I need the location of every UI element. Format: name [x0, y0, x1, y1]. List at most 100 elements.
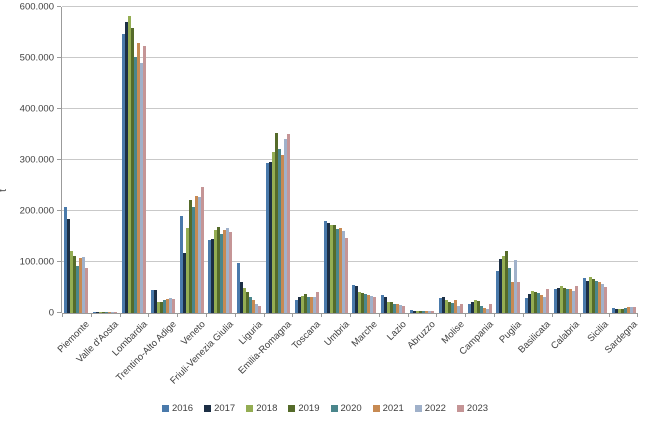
- legend-item-2017: 2017: [204, 403, 235, 414]
- bar-marche-2018: [358, 292, 362, 313]
- x-axis-tick: [523, 313, 524, 317]
- bar-sicilia-2021: [597, 282, 601, 313]
- bar-toscana-2020: [306, 297, 310, 313]
- y-tick-label: 200.000: [19, 205, 54, 217]
- bar-emilia-romagna-2022: [284, 139, 287, 313]
- bar-trentino-alto-adige-2022: [168, 298, 172, 313]
- bar-campania-2016: [467, 304, 471, 313]
- y-tick-label: 400.000: [19, 103, 54, 115]
- legend-swatch-icon: [330, 404, 338, 412]
- gridline: [62, 261, 638, 262]
- legend-label: 2016: [171, 402, 194, 414]
- bar-marche-2022: [370, 296, 374, 313]
- bar-marche-2017: [355, 286, 359, 313]
- x-axis-tick: [264, 313, 265, 317]
- bar-basilicata-2017: [528, 294, 532, 313]
- y-axis-tick: [57, 6, 61, 7]
- gridline: [62, 159, 638, 160]
- x-axis-tick: [206, 313, 207, 317]
- bar-sardegna-2021: [626, 307, 630, 313]
- legend-label: 2019: [298, 402, 320, 414]
- y-axis-title: t: [0, 189, 9, 192]
- bar-campania-2021: [482, 308, 486, 313]
- bar-campania-2019: [476, 301, 480, 313]
- bar-toscana-2016: [294, 300, 298, 313]
- bar-marche-2021: [367, 295, 371, 313]
- legend-label: 2021: [382, 402, 404, 414]
- legend-swatch-icon: [288, 404, 296, 412]
- bar-basilicata-2016: [525, 298, 529, 313]
- legend-swatch-icon: [204, 404, 212, 412]
- bar-liguria-2021: [252, 300, 256, 313]
- y-axis-tick: [57, 159, 61, 160]
- plot-area: [57, 6, 638, 317]
- bar-sardegna-2018: [617, 309, 621, 313]
- x-axis-tick: [235, 313, 236, 317]
- bar-sicilia-2022: [600, 284, 604, 313]
- legend-label: 2023: [466, 402, 489, 414]
- bar-friuli-venezia-giulia-2019: [217, 227, 221, 313]
- bar-friuli-venezia-giulia-2021: [223, 230, 227, 313]
- bar-puglia-2021: [511, 282, 515, 313]
- bar-sardegna-2017: [614, 309, 618, 313]
- bar-trentino-alto-adige-2023: [171, 299, 175, 313]
- x-axis-tick: [177, 313, 178, 317]
- bar-calabria-2023: [575, 286, 578, 313]
- bar-piemonte-2016: [64, 207, 68, 313]
- bar-puglia-2016: [496, 271, 500, 313]
- bar-friuli-venezia-giulia-2023: [229, 232, 233, 313]
- bar-lazio-2022: [399, 305, 403, 313]
- y-axis-tick: [57, 108, 61, 109]
- legend-item-2022: 2022: [414, 403, 446, 414]
- x-axis-tick: [465, 313, 466, 317]
- bar-molise-2020: [450, 303, 454, 313]
- bar-veneto-2018: [185, 228, 189, 313]
- bar-sardegna-2019: [620, 309, 624, 313]
- bar-lazio-2021: [396, 304, 400, 313]
- bar-sardegna-2023: [632, 307, 636, 313]
- bar-puglia-2019: [505, 251, 509, 313]
- bar-piemonte-2017: [67, 219, 71, 313]
- bar-valle-d-aosta-2020: [105, 312, 109, 313]
- bar-abruzzo-2022: [428, 311, 431, 313]
- y-tick-label: 500.000: [19, 52, 54, 64]
- gridline: [62, 6, 638, 7]
- legend-item-2018: 2018: [246, 403, 277, 414]
- bar-emilia-romagna-2020: [278, 149, 281, 313]
- bar-veneto-2023: [200, 187, 204, 313]
- x-axis-tick: [379, 313, 380, 317]
- bar-trentino-alto-adige-2021: [165, 299, 169, 313]
- bar-abruzzo-2016: [410, 310, 413, 313]
- bar-lombardia-2020: [134, 57, 137, 313]
- bar-abruzzo-2019: [419, 311, 422, 313]
- bar-piemonte-2018: [70, 251, 74, 313]
- bar-calabria-2019: [563, 288, 566, 313]
- x-axis-tick: [552, 313, 553, 317]
- bar-campania-2023: [488, 304, 492, 313]
- bar-toscana-2021: [309, 297, 313, 313]
- y-axis-tick: [57, 312, 61, 313]
- bar-umbria-2020: [335, 229, 339, 313]
- bar-veneto-2020: [191, 207, 195, 313]
- bar-liguria-2023: [258, 306, 262, 313]
- bar-lazio-2019: [390, 302, 394, 313]
- x-axis-tick: [148, 313, 149, 317]
- bar-toscana-2022: [312, 297, 316, 313]
- bar-abruzzo-2020: [422, 311, 425, 313]
- bar-molise-2017: [441, 297, 445, 313]
- legend-item-2016: 2016: [161, 402, 194, 414]
- bar-puglia-2020: [508, 268, 512, 313]
- bar-emilia-romagna-2018: [272, 152, 275, 313]
- bar-toscana-2018: [300, 296, 304, 313]
- bar-marche-2020: [364, 294, 368, 313]
- bar-veneto-2017: [182, 253, 186, 313]
- legend-swatch-icon: [161, 404, 169, 412]
- y-tick-label: 300.000: [19, 154, 54, 166]
- bar-friuli-venezia-giulia-2016: [208, 240, 212, 313]
- bar-umbria-2021: [338, 228, 342, 313]
- bar-trentino-alto-adige-2018: [156, 302, 160, 313]
- bar-campania-2020: [479, 306, 483, 313]
- bar-sardegna-2022: [629, 307, 633, 313]
- x-axis-tick: [609, 313, 610, 317]
